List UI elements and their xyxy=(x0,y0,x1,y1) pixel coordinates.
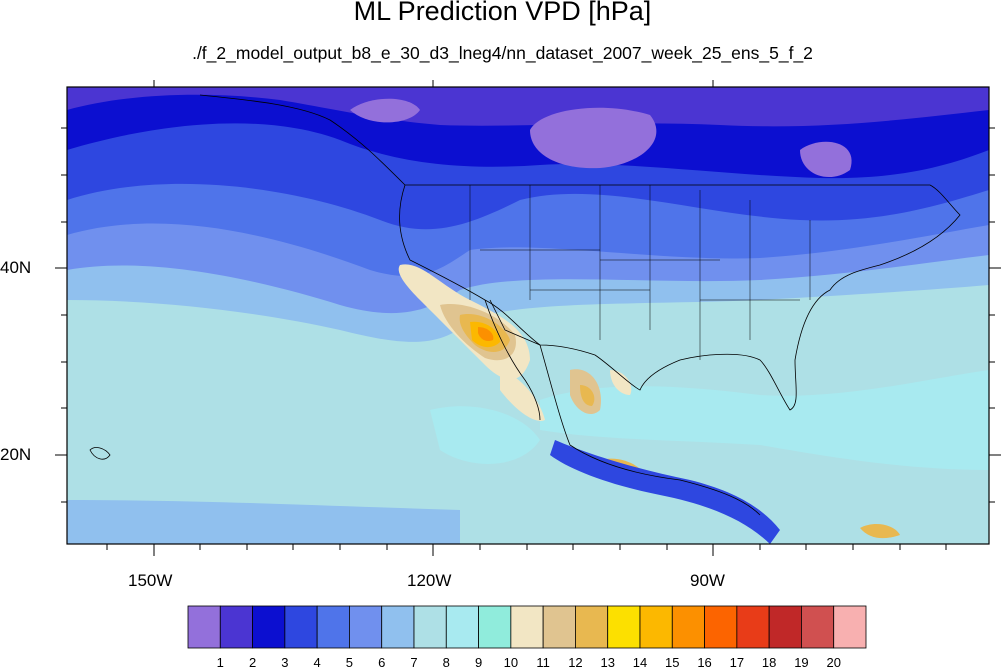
axis-ticks xyxy=(55,80,1001,556)
colorbar-box xyxy=(510,605,544,649)
lat-label-40n: 40N xyxy=(0,258,32,277)
field-band-15-sw xyxy=(478,327,494,342)
colorbar-box xyxy=(284,605,318,649)
colorbar-box xyxy=(252,605,286,649)
colorbar-box xyxy=(445,605,479,649)
field-band-8-gulf xyxy=(540,370,989,470)
colorbar-tick-label: 5 xyxy=(345,655,354,670)
field-band-10-baja xyxy=(500,370,545,421)
colorbar-box xyxy=(768,605,802,649)
colorbar-tick-label: 19 xyxy=(794,655,809,670)
state-lines xyxy=(469,185,811,360)
colorbar-tick-label: 4 xyxy=(313,655,321,670)
field-band-13-caribbean xyxy=(860,524,900,539)
colorbar-tick-label: 17 xyxy=(729,655,745,670)
colorbar-tick-label: 3 xyxy=(281,655,289,670)
colorbar-box xyxy=(349,605,383,649)
colorbar-box xyxy=(671,605,705,649)
field-low-vpd-patch xyxy=(530,107,657,169)
colorbar-tick-label: 14 xyxy=(632,655,648,670)
colorbar xyxy=(187,605,867,649)
us-mexico-border xyxy=(489,299,541,346)
colorbar-box xyxy=(219,605,253,649)
colorbar-tick-label: 9 xyxy=(474,655,483,670)
lon-label-150w: 150W xyxy=(128,571,173,590)
colorbar-box xyxy=(413,605,447,649)
lat-label-20n: 20N xyxy=(0,445,32,464)
colorbar-box xyxy=(736,605,770,649)
field-low-vpd-patch-3 xyxy=(800,141,852,178)
map-title: ML Prediction VPD [hPa] xyxy=(353,0,652,26)
colorbar-box xyxy=(704,605,738,649)
field-band-10-ne-mx xyxy=(610,370,632,395)
colorbar-tick-label: 18 xyxy=(761,655,777,670)
colorbar-box xyxy=(316,605,350,649)
colorbar-tick-label: 12 xyxy=(568,655,583,670)
colorbar-tick-label: 6 xyxy=(378,655,386,670)
field-band-6-south xyxy=(67,500,460,544)
colorbar-box xyxy=(478,605,512,649)
colorbar-box xyxy=(187,605,221,649)
colorbar-tick-label: 20 xyxy=(826,655,841,670)
colorbar-box xyxy=(542,605,576,649)
colorbar-tick-label: 15 xyxy=(665,655,680,670)
colorbar-box xyxy=(801,605,835,649)
colorbar-box xyxy=(833,605,867,649)
colorbar-tick-label: 16 xyxy=(697,655,712,670)
hawaii xyxy=(89,447,111,460)
lon-label-120w: 120W xyxy=(407,571,452,590)
colorbar-tick-label: 13 xyxy=(600,655,615,670)
canada-coast xyxy=(199,94,406,186)
field-band-1b xyxy=(67,87,989,127)
colorbar-box xyxy=(575,605,609,649)
map-field xyxy=(67,87,989,544)
colorbar-box xyxy=(639,605,673,649)
mexico-coast xyxy=(539,344,761,516)
lon-label-90w: 90W xyxy=(690,571,725,590)
colorbar-tick-label: 11 xyxy=(536,655,550,670)
colorbar-tick-label: 8 xyxy=(442,655,450,670)
field-band-8-pacific xyxy=(430,406,540,464)
field-low-vpd-patch-2 xyxy=(350,98,420,123)
colorbar-tick-label: 10 xyxy=(503,655,519,670)
map-subtitle: ./f_2_model_output_b8_e_30_d3_lneg4/nn_d… xyxy=(192,43,813,63)
field-band-12-mx xyxy=(580,385,595,406)
baja-coast xyxy=(484,299,541,421)
boundaries xyxy=(89,94,961,516)
colorbar-tick-label: 2 xyxy=(248,655,257,670)
colorbar-tick-label: 1 xyxy=(216,655,224,670)
colorbar-box xyxy=(381,605,415,649)
colorbar-box xyxy=(607,605,641,649)
colorbar-tick-label: 7 xyxy=(410,655,418,670)
field-band-3-mx-coast xyxy=(550,440,780,544)
